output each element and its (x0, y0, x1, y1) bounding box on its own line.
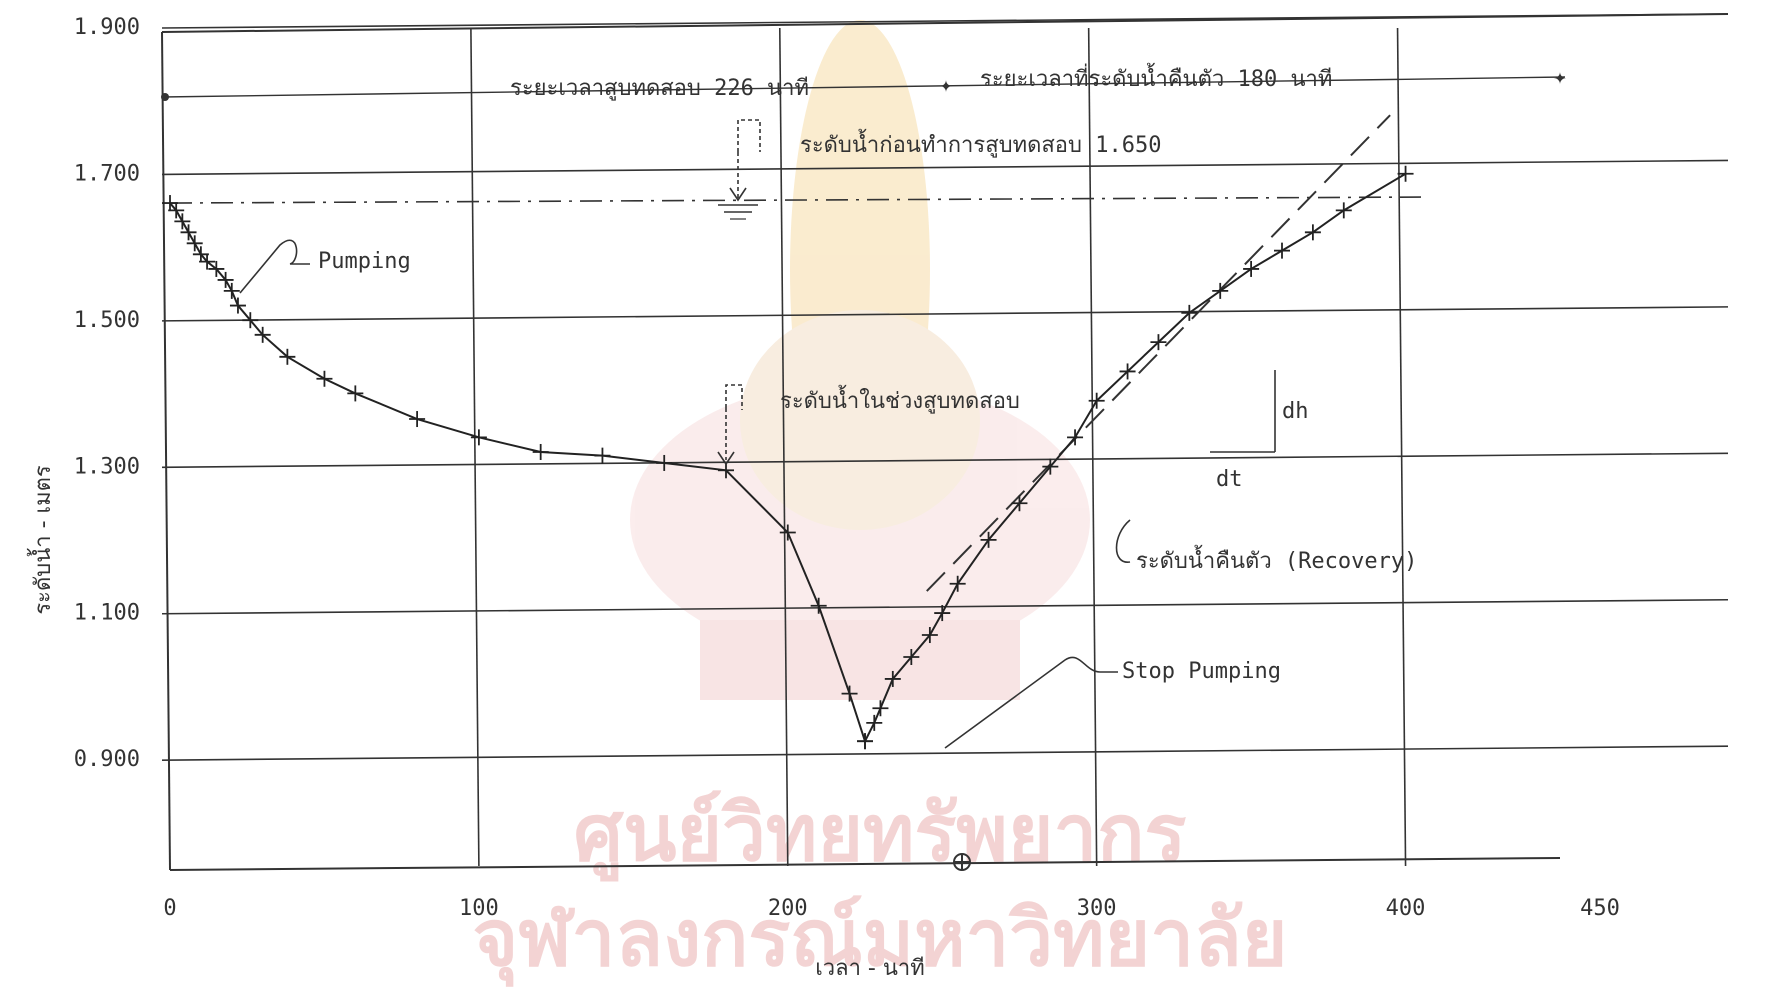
data-point (1088, 392, 1105, 409)
data-point (168, 202, 185, 219)
recovery-leader (1115, 519, 1131, 563)
data-point (866, 714, 883, 731)
data-point (884, 670, 901, 687)
data-point (934, 605, 951, 622)
data-point (1181, 304, 1198, 321)
data-point (921, 627, 938, 644)
data-point (229, 297, 246, 314)
grid-line-y-5 (161, 13, 1729, 29)
data-point (409, 411, 426, 428)
x-tick-label: 200 (768, 896, 808, 921)
dt-label: dt (1216, 467, 1243, 492)
static-level-arrow (718, 119, 761, 220)
x-tick-labels: 0 100 200 300 400 450 (163, 896, 1620, 921)
data-point (1274, 242, 1290, 259)
data-point (242, 312, 259, 329)
grid-line-x-2 (778, 27, 789, 867)
data-point (1119, 363, 1136, 380)
grid-line-y-2 (161, 452, 1729, 469)
y-tick-label: 0.900 (74, 747, 140, 772)
grid-line-x-3 (1087, 27, 1098, 867)
data-point (223, 282, 240, 299)
data-point (174, 213, 191, 230)
data-point (186, 235, 203, 252)
data-point (1011, 495, 1028, 512)
y-tick-label: 1.100 (74, 601, 140, 626)
x-tick-label: 450 (1580, 896, 1620, 921)
data-point (857, 733, 873, 750)
static-level-label: ระดับน้ำก่อนทำการสูบทดสอบ 1.650 (800, 129, 1161, 158)
x-tick-label: 300 (1077, 896, 1117, 921)
y-tick-labels: 0.900 1.100 1.300 1.500 1.700 1.900 (74, 15, 140, 772)
data-point (980, 531, 997, 548)
watermark-line2: จุฬาลงกรณ์มหาวิทยาลัย (472, 894, 1287, 987)
duration-bar: ✦ ✦ (161, 65, 1567, 101)
data-point (470, 429, 487, 446)
series-line-0 (169, 202, 866, 742)
grid-line-y-3 (161, 306, 1729, 322)
pumping-leader (239, 239, 310, 294)
y-tick-label: 1.500 (74, 308, 140, 333)
data-point (316, 370, 333, 387)
data-point (810, 597, 827, 614)
data-point (779, 524, 796, 541)
grid-line-y-4 (161, 159, 1729, 176)
data-point (872, 700, 889, 717)
data-point (1067, 429, 1084, 446)
pump-duration-label: ระยะเวลาสูบทดสอบ 226 นาที (510, 76, 809, 101)
stop-pumping-leader (944, 656, 1118, 749)
svg-text:✦: ✦ (939, 73, 952, 98)
data-point (656, 454, 673, 471)
recovery-tangent-line (926, 114, 1391, 592)
data-point (254, 326, 271, 343)
static-water-level-line (169, 196, 1422, 204)
data-point (199, 253, 216, 270)
data-point (1397, 165, 1414, 182)
data-point (841, 685, 858, 702)
data-point (1243, 260, 1260, 277)
grid (161, 13, 1729, 867)
y-tick-label: 1.300 (74, 454, 140, 479)
data-point (532, 443, 549, 460)
grid-line-y-0 (161, 745, 1729, 761)
x-axis-label: เวลา - นาที (815, 956, 925, 981)
series-line-1 (864, 172, 1407, 742)
pumping-level-arrow (717, 384, 743, 466)
grid-line-x-1 (470, 27, 480, 867)
y-tick-label: 1.900 (74, 15, 140, 40)
data-point (180, 224, 197, 241)
data-point (1335, 202, 1352, 219)
pumping-level-label: ระดับน้ำในช่วงสูบทดสอบ (780, 385, 1020, 414)
data-point (594, 447, 611, 464)
svg-text:✦: ✦ (1553, 65, 1566, 90)
series-group (162, 165, 1414, 750)
data-point (903, 648, 920, 665)
dh-label: dh (1282, 399, 1309, 424)
stop-pumping-label: Stop Pumping (1122, 659, 1281, 684)
data-point (1150, 334, 1167, 351)
stop-pumping-marker (953, 853, 971, 871)
y-tick-label: 1.700 (74, 161, 140, 186)
y-axis-label: ระดับน้ำ - เมตร (27, 465, 56, 615)
data-point (1042, 458, 1059, 475)
data-point (279, 348, 296, 365)
pumping-label: Pumping (318, 249, 411, 274)
data-point (217, 271, 234, 288)
recovery-duration-label: ระยะเวลาที่ระดับน้ำคืนตัว 180 นาที (980, 63, 1332, 92)
data-point (1212, 282, 1229, 299)
data-point (949, 575, 966, 592)
x-tick-label: 100 (459, 896, 499, 921)
watermark-line1: ศูนย์วิทยทรัพยากร (574, 789, 1187, 882)
data-point (208, 260, 225, 277)
data-point (1304, 224, 1321, 241)
x-tick-label: 0 (163, 896, 176, 921)
dh-dt-triangle (1210, 370, 1276, 453)
grid-line-x-4 (1396, 27, 1407, 867)
watermark: ศูนย์วิทยทรัพยากร จุฬาลงกรณ์มหาวิทยาลัย (472, 20, 1288, 987)
x-tick-label: 400 (1386, 896, 1426, 921)
recovery-label: ระดับน้ำคืนตัว (Recovery) (1136, 545, 1417, 574)
data-point (347, 385, 364, 402)
watermark-emblem (630, 20, 1090, 700)
